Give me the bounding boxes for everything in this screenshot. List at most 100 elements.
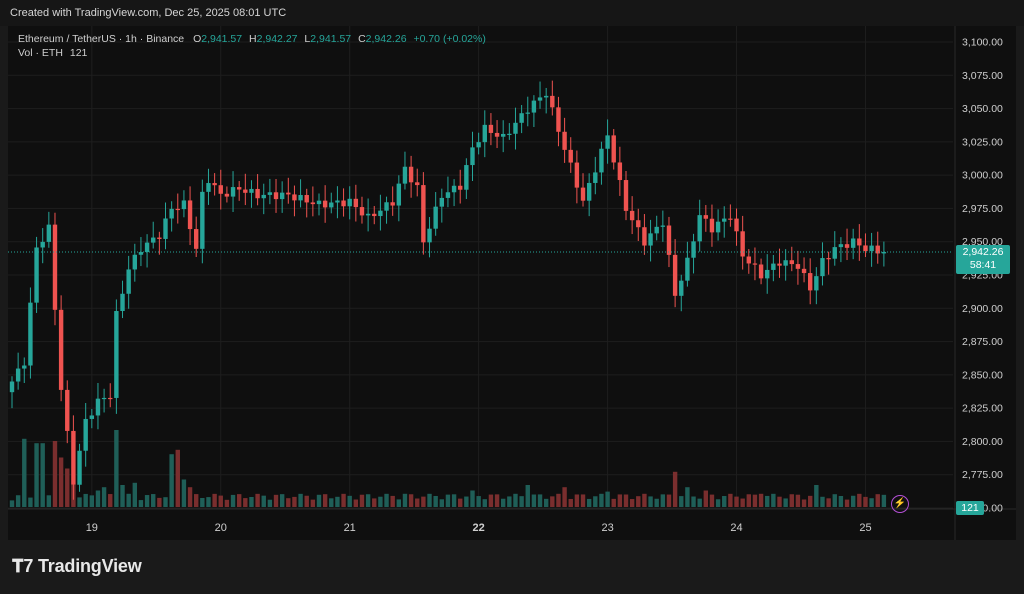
candle-body[interactable]: [703, 215, 709, 219]
candle-body[interactable]: [200, 191, 205, 249]
candle-body[interactable]: [304, 195, 309, 203]
candle-body[interactable]: [783, 260, 788, 266]
candle-body[interactable]: [642, 227, 647, 246]
candle-body[interactable]: [144, 242, 150, 253]
candle-body[interactable]: [347, 198, 352, 207]
candle-body[interactable]: [765, 269, 770, 279]
candle-body[interactable]: [114, 311, 119, 398]
candle-body[interactable]: [335, 200, 340, 203]
candle-body[interactable]: [138, 252, 144, 255]
candle-body[interactable]: [752, 263, 758, 265]
lightning-alert-icon[interactable]: ⚡: [891, 495, 909, 513]
candle-body[interactable]: [279, 192, 285, 200]
candle-body[interactable]: [218, 185, 223, 194]
candle-body[interactable]: [9, 381, 15, 393]
candle-body[interactable]: [636, 220, 641, 228]
candle-body[interactable]: [77, 450, 82, 485]
candle-body[interactable]: [427, 228, 432, 243]
candle-body[interactable]: [808, 273, 813, 291]
candle-body[interactable]: [163, 218, 168, 239]
candle-body[interactable]: [525, 112, 530, 114]
candle-body[interactable]: [648, 233, 653, 246]
candle-body[interactable]: [65, 389, 70, 431]
candle-body[interactable]: [666, 225, 672, 255]
candle-body[interactable]: [329, 202, 334, 208]
candle-body[interactable]: [408, 166, 414, 183]
candle-body[interactable]: [470, 147, 475, 166]
candle-body[interactable]: [15, 368, 21, 382]
candle-body[interactable]: [390, 202, 395, 206]
candle-body[interactable]: [801, 268, 807, 274]
candle-body[interactable]: [169, 208, 174, 219]
candle-body[interactable]: [458, 185, 463, 190]
candle-body[interactable]: [586, 182, 592, 201]
candle-body[interactable]: [580, 187, 586, 201]
candle-body[interactable]: [95, 398, 101, 416]
candle-body[interactable]: [365, 213, 371, 216]
candle-body[interactable]: [771, 263, 776, 270]
candle-body[interactable]: [740, 231, 745, 257]
candle-body[interactable]: [531, 100, 537, 113]
candle-body[interactable]: [22, 365, 27, 369]
candle-body[interactable]: [869, 245, 874, 252]
candle-body[interactable]: [844, 244, 850, 248]
candle-body[interactable]: [789, 260, 794, 265]
candle-body[interactable]: [482, 124, 487, 143]
candle-body[interactable]: [826, 258, 831, 260]
candle-body[interactable]: [108, 397, 113, 400]
candle-body[interactable]: [396, 183, 402, 206]
candle-body[interactable]: [488, 124, 494, 133]
candle-body[interactable]: [568, 149, 573, 163]
candle-body[interactable]: [494, 132, 500, 137]
candle-body[interactable]: [359, 207, 365, 216]
candle-body[interactable]: [372, 213, 377, 217]
candle-body[interactable]: [672, 254, 678, 296]
candle-body[interactable]: [777, 263, 782, 266]
candle-body[interactable]: [728, 218, 733, 220]
candle-body[interactable]: [875, 245, 880, 254]
candle-body[interactable]: [89, 415, 95, 419]
candle-body[interactable]: [722, 218, 727, 222]
candle-body[interactable]: [746, 256, 751, 264]
candle-body[interactable]: [599, 148, 604, 173]
candle-body[interactable]: [814, 276, 819, 291]
candle-body[interactable]: [734, 218, 739, 232]
candle-body[interactable]: [623, 180, 629, 211]
candle-body[interactable]: [857, 238, 862, 246]
candle-body[interactable]: [120, 293, 125, 312]
candle-body[interactable]: [175, 208, 180, 211]
candle-body[interactable]: [378, 210, 383, 217]
price-chart[interactable]: 3,100.00 3,075.00 3,050.00 3,025.00 3,000.00…: [8, 26, 1016, 540]
candle-body[interactable]: [58, 309, 64, 390]
candle-body[interactable]: [611, 135, 616, 163]
candle-body[interactable]: [28, 302, 33, 366]
candle-body[interactable]: [519, 113, 524, 123]
candle-body[interactable]: [224, 193, 230, 197]
candle-body[interactable]: [654, 226, 659, 234]
candle-body[interactable]: [464, 165, 469, 190]
candle-body[interactable]: [863, 245, 868, 252]
candle-body[interactable]: [513, 122, 518, 134]
candle-body[interactable]: [40, 241, 45, 248]
candle-body[interactable]: [384, 202, 389, 211]
candle-body[interactable]: [255, 188, 260, 199]
candle-body[interactable]: [157, 237, 162, 239]
candle-body[interactable]: [660, 225, 666, 227]
candle-body[interactable]: [71, 430, 76, 485]
candle-body[interactable]: [543, 95, 549, 98]
candle-body[interactable]: [249, 188, 254, 193]
candle-body[interactable]: [310, 202, 316, 205]
candle-body[interactable]: [151, 237, 156, 243]
candle-body[interactable]: [273, 192, 279, 200]
candle-body[interactable]: [206, 183, 211, 192]
candle-body[interactable]: [34, 247, 39, 303]
candle-body[interactable]: [593, 172, 598, 183]
candle-body[interactable]: [101, 397, 107, 400]
candle-body[interactable]: [715, 221, 721, 233]
candle-body[interactable]: [181, 200, 187, 210]
candle-body[interactable]: [820, 258, 825, 277]
candle-body[interactable]: [562, 131, 567, 150]
candle-body[interactable]: [194, 229, 199, 249]
candle-body[interactable]: [212, 183, 217, 186]
candle-body[interactable]: [838, 244, 844, 248]
